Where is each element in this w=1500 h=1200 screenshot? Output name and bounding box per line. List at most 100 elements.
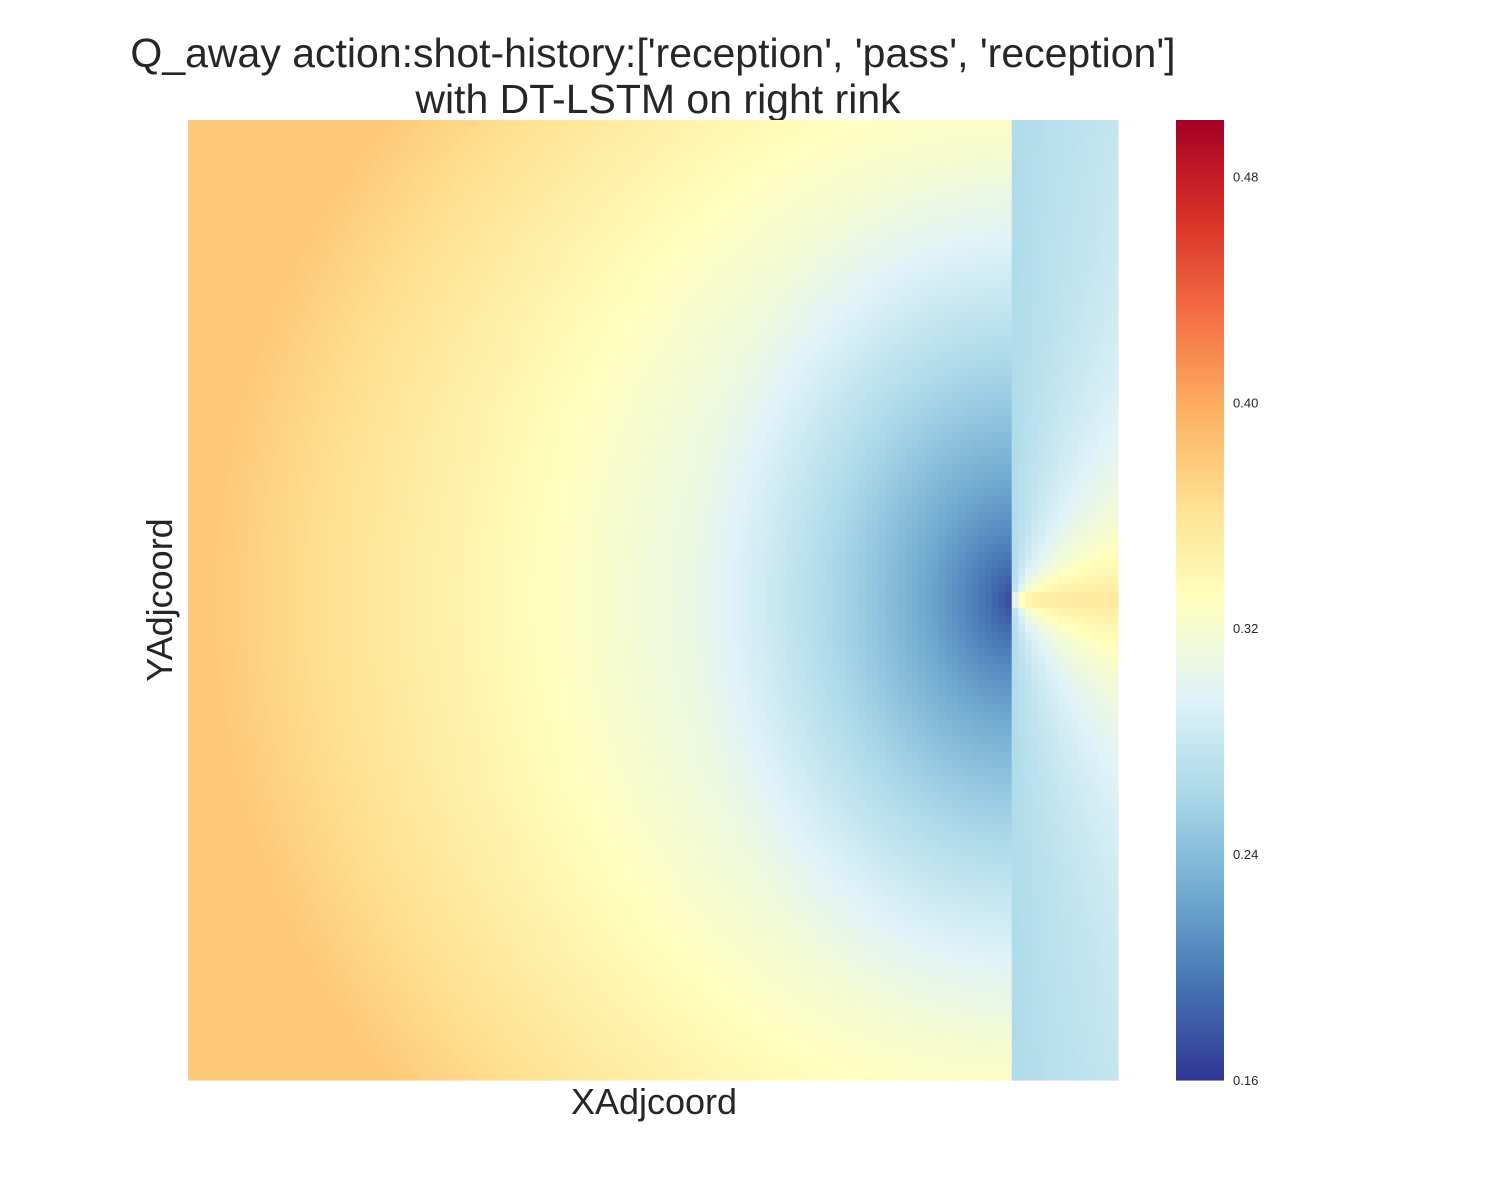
heatmap-cell [826,296,833,305]
heatmap-cell [932,200,939,209]
heatmap-cell [846,312,853,321]
heatmap-cell [613,336,620,345]
heatmap-cell [879,272,886,281]
heatmap-cell [726,192,733,201]
heatmap-cell [341,224,348,233]
heatmap-cell [766,240,773,249]
heatmap-cell [1072,208,1079,217]
heatmap-cell [334,232,341,241]
heatmap-cell [321,160,328,169]
heatmap-cell [235,168,242,177]
heatmap-cell [959,368,966,377]
heatmap-cell [1078,344,1085,353]
heatmap-cell [613,376,620,385]
heatmap-cell [201,168,208,177]
heatmap-cell [673,160,680,169]
heatmap-cell [1005,376,1012,385]
heatmap-cell [952,192,959,201]
heatmap-cell [254,120,261,129]
heatmap-cell [779,128,786,137]
heatmap-cell [587,304,594,313]
heatmap-cell [899,384,906,393]
heatmap-cell [1032,176,1039,185]
heatmap-cell [773,344,780,353]
heatmap-cell [487,376,494,385]
heatmap-cell [673,144,680,153]
heatmap-cell [905,376,912,385]
heatmap-cell [892,376,899,385]
heatmap-cell [414,208,421,217]
heatmap-cell [334,272,341,281]
heatmap-cell [680,200,687,209]
heatmap-cell [932,248,939,257]
heatmap-cell [215,296,222,305]
heatmap-cell [939,120,946,129]
heatmap-cell [1038,128,1045,137]
heatmap-cell [201,360,208,369]
heatmap-cell [387,128,394,137]
heatmap-cell [759,304,766,313]
heatmap-cell [401,280,408,289]
heatmap-cell [1072,232,1079,241]
heatmap-cell [553,288,560,297]
heatmap-cell [660,248,667,257]
heatmap-cell [925,384,932,393]
heatmap-cell [520,360,527,369]
heatmap-cell [1078,224,1085,233]
heatmap-cell [620,360,627,369]
heatmap-cell [401,288,408,297]
heatmap-cell [952,376,959,385]
heatmap-cell [414,176,421,185]
heatmap-cell [314,184,321,193]
heatmap-cell [846,208,853,217]
heatmap-cell [766,208,773,217]
heatmap-cell [228,352,235,361]
heatmap-cell [354,232,361,241]
heatmap-cell [925,336,932,345]
heatmap-cell [1038,200,1045,209]
heatmap-cell [500,232,507,241]
heatmap-cell [806,224,813,233]
heatmap-cell [992,128,999,137]
heatmap-cell [467,352,474,361]
heatmap-cell [640,296,647,305]
heatmap-cell [414,264,421,273]
heatmap-cell [188,200,195,209]
heatmap-cell [972,128,979,137]
heatmap-cell [992,240,999,249]
heatmap-cell [779,208,786,217]
heatmap-cell [819,384,826,393]
heatmap-cell [1058,344,1065,353]
heatmap-cell [666,176,673,185]
heatmap-cell [1065,376,1072,385]
heatmap-cell [401,264,408,273]
heatmap-cell [341,392,348,401]
heatmap-cell [195,264,202,273]
heatmap-cell [673,136,680,145]
heatmap-cell [998,256,1005,265]
heatmap-cell [401,296,408,305]
heatmap-cell [228,232,235,241]
heatmap-cell [301,344,308,353]
heatmap-cell [633,272,640,281]
heatmap-cell [354,400,361,409]
heatmap-cell [1058,200,1065,209]
heatmap-cell [553,376,560,385]
heatmap-cell [646,288,653,297]
heatmap-cell [799,192,806,201]
heatmap-cell [533,176,540,185]
heatmap-cell [1078,384,1085,393]
heatmap-cell [401,304,408,313]
heatmap-cell [587,224,594,233]
heatmap-cell [288,248,295,257]
heatmap-cell [626,184,633,193]
heatmap-cell [719,192,726,201]
heatmap-cell [759,400,766,409]
heatmap-cell [580,288,587,297]
heatmap-cell [474,400,481,409]
heatmap-cell [188,120,195,129]
heatmap-cell [905,184,912,193]
heatmap-cell [693,384,700,393]
heatmap-cell [354,360,361,369]
heatmap-cell [288,200,295,209]
